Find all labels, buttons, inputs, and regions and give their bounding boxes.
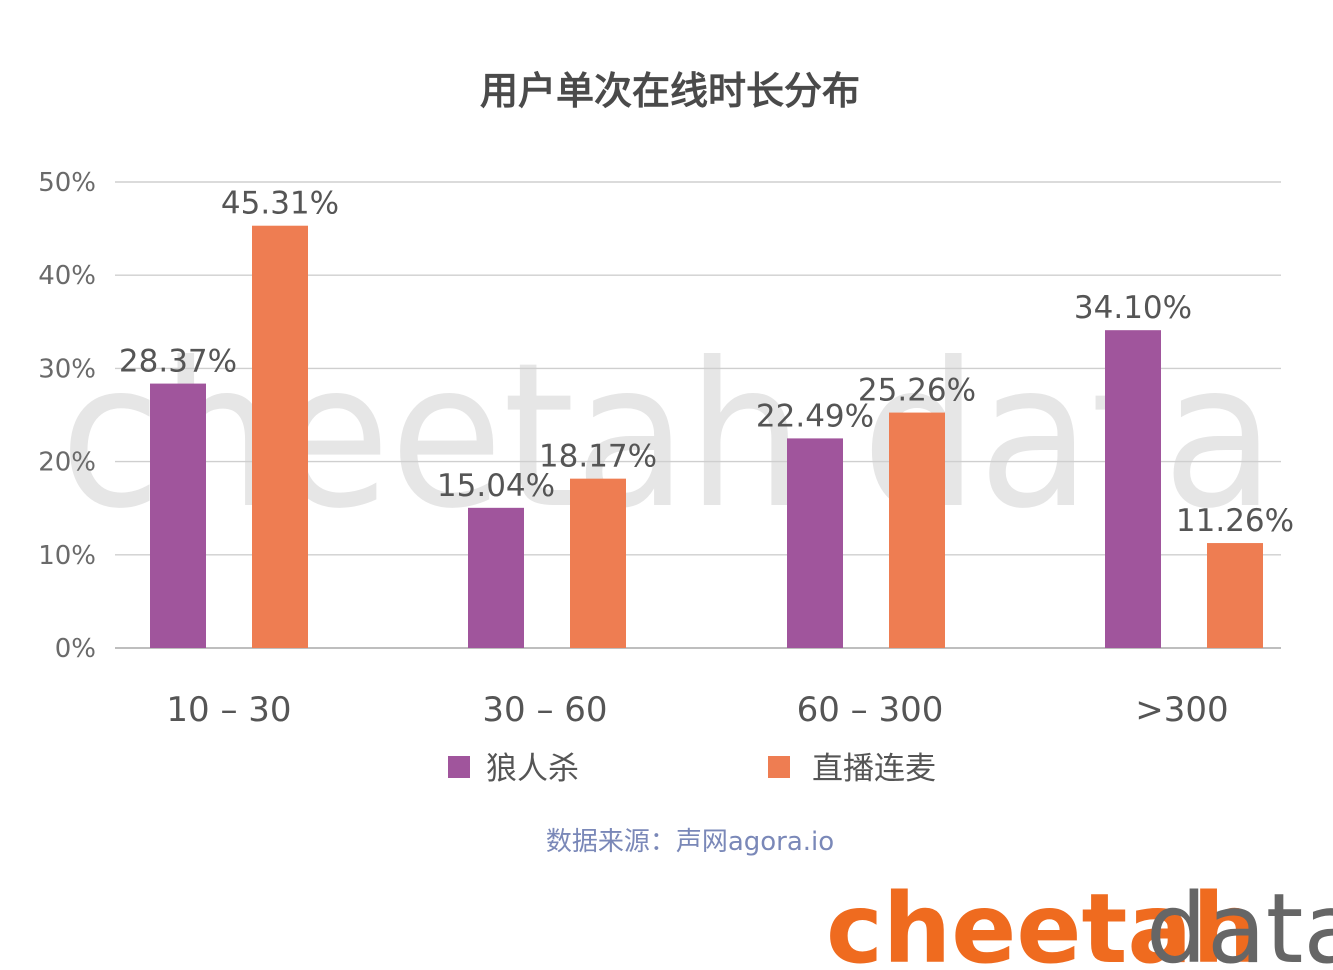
data-label: 28.37% [119, 344, 237, 380]
source-note: 数据来源：声网agora.io [546, 827, 834, 857]
bar-series2 [889, 412, 945, 648]
y-tick-label: 40% [38, 261, 96, 291]
legend-label-series2: 直播连麦 [812, 751, 936, 787]
data-label: 34.10% [1074, 290, 1192, 326]
bar-series2 [570, 478, 626, 648]
y-tick-label: 50% [38, 168, 96, 198]
x-tick-label: 60 – 300 [797, 690, 944, 730]
chart-title: 用户单次在线时长分布 [480, 69, 860, 113]
bar-series1 [787, 438, 843, 648]
y-tick-label: 30% [38, 354, 96, 384]
x-tick-label: >300 [1135, 690, 1228, 730]
bar-series1 [468, 507, 524, 648]
y-tick-label: 0% [55, 634, 96, 664]
bars [150, 225, 1263, 648]
legend-label-series1: 狼人杀 [486, 751, 579, 787]
data-label: 15.04% [437, 468, 555, 504]
x-axis-ticks: 10 – 30 30 – 60 60 – 300 >300 [166, 690, 1228, 730]
data-labels: 28.37% 45.31% 15.04%18.17% 22.49%25.26% 34.1… [119, 186, 1294, 539]
data-label: 45.31% [221, 186, 339, 222]
logo-data: data [1146, 873, 1333, 970]
y-tick-label: 20% [38, 448, 96, 478]
y-axis-ticks: 0% 10% 20% 30% 40% 50% [38, 168, 96, 664]
legend-swatch-series2 [768, 756, 790, 778]
bar-series1 [150, 383, 206, 648]
bar-series2 [252, 225, 308, 648]
data-label: 18.17% [539, 439, 657, 475]
grid-layer [115, 181, 1281, 649]
watermark-text: cheetah data [60, 320, 1275, 553]
data-label: 25.26% [858, 373, 976, 409]
logo-cheetah: cheetah [826, 873, 1260, 970]
data-label: 22.49% [756, 398, 874, 434]
x-tick-label: 30 – 60 [482, 690, 607, 730]
legend-swatch-series1 [448, 756, 470, 778]
data-label: 11.26% [1176, 503, 1294, 539]
cheetah-data-logo: cheetah data [826, 873, 1333, 970]
legend: 狼人杀 直播连麦 [448, 751, 936, 787]
bar-series1 [1105, 330, 1161, 648]
x-tick-label: 10 – 30 [166, 690, 291, 730]
bar-series2 [1207, 543, 1263, 648]
y-tick-label: 10% [38, 541, 96, 571]
